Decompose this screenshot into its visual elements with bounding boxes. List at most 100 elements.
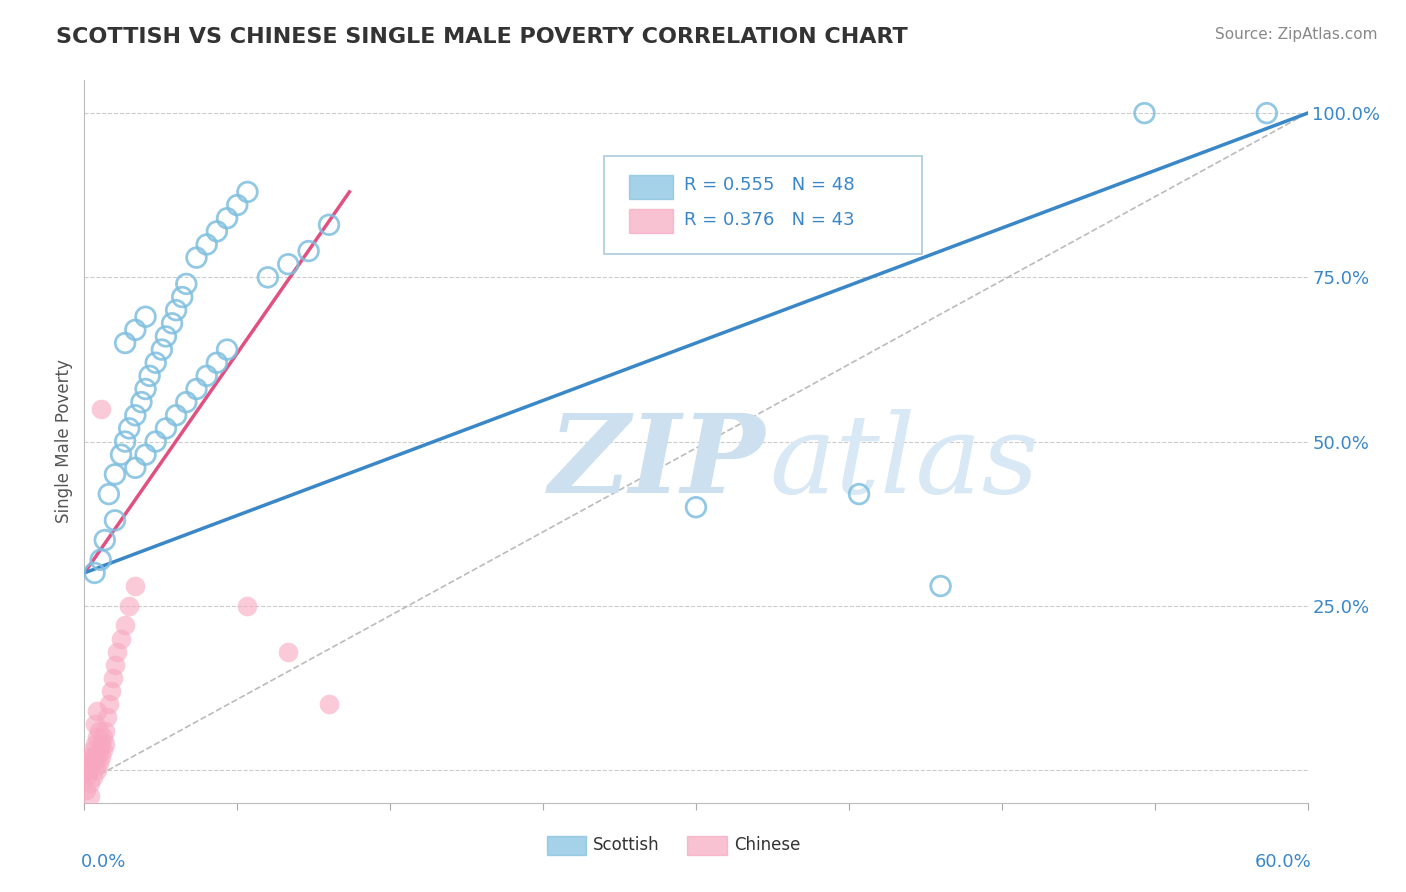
Point [83,717,105,731]
FancyBboxPatch shape [628,209,672,234]
Point [236,185,259,199]
Point [93,723,115,738]
Point [124,409,146,423]
Point [195,368,218,383]
Point [217,343,239,357]
Point [114,434,136,449]
Point [93,533,115,547]
Point [104,513,127,527]
Point [165,303,187,318]
Point [155,329,177,343]
Point [104,657,127,672]
Point [848,487,870,501]
Point [87,756,110,771]
Text: 60.0%: 60.0% [1254,854,1312,871]
Point [104,467,127,482]
Point [174,395,197,409]
Text: Chinese: Chinese [734,837,800,855]
Point [79,776,101,790]
Text: atlas: atlas [769,409,1039,517]
Point [186,382,208,396]
Point [277,257,299,271]
Point [205,356,228,370]
Point [1133,106,1156,120]
Point [160,316,183,330]
Point [77,756,100,771]
Point [77,749,100,764]
Point [277,645,299,659]
Point [257,270,280,285]
Point [110,632,132,646]
Point [124,460,146,475]
Text: ZIP: ZIP [550,409,766,517]
Point [82,749,104,764]
Point [87,743,110,757]
Point [77,763,100,777]
Text: SCOTTISH VS CHINESE SINGLE MALE POVERTY CORRELATION CHART: SCOTTISH VS CHINESE SINGLE MALE POVERTY … [56,27,908,46]
Point [318,218,340,232]
Point [685,500,707,515]
Point [97,698,120,712]
Point [124,579,146,593]
Point [145,434,167,449]
FancyBboxPatch shape [547,836,586,855]
Point [165,409,187,423]
Point [195,237,218,252]
Point [1256,106,1278,120]
Point [91,730,114,744]
Point [90,401,112,416]
Point [83,566,105,580]
Point [236,599,259,613]
Text: Source: ZipAtlas.com: Source: ZipAtlas.com [1215,27,1378,42]
Point [91,743,114,757]
FancyBboxPatch shape [605,156,922,253]
Point [97,487,120,501]
Point [114,618,136,632]
Point [90,553,112,567]
Text: R = 0.376   N = 43: R = 0.376 N = 43 [683,211,855,228]
Point [298,244,321,258]
Point [135,382,157,396]
Point [929,579,952,593]
Point [155,421,177,435]
Point [83,756,105,771]
Point [318,698,340,712]
Point [82,743,104,757]
Point [118,421,141,435]
Point [86,763,108,777]
Point [135,310,157,324]
Point [86,730,108,744]
Point [100,684,122,698]
Point [110,448,132,462]
Point [90,749,112,764]
Point [83,737,105,751]
FancyBboxPatch shape [628,175,672,200]
Point [217,211,239,226]
Point [205,224,228,238]
Point [93,737,115,751]
Point [96,710,118,724]
Point [186,251,208,265]
Point [86,704,108,718]
Point [138,368,160,383]
Point [131,395,153,409]
Point [75,770,97,784]
Text: 0.0%: 0.0% [80,854,127,871]
Point [114,336,136,351]
Point [150,343,173,357]
Point [82,770,104,784]
Point [75,782,97,797]
Point [79,756,101,771]
Text: R = 0.555   N = 48: R = 0.555 N = 48 [683,176,855,194]
Point [174,277,197,291]
Point [79,789,101,804]
Point [118,599,141,613]
Y-axis label: Single Male Poverty: Single Male Poverty [55,359,73,524]
Point [172,290,194,304]
Text: Scottish: Scottish [593,837,659,855]
Point [135,448,157,462]
Point [226,198,249,212]
Point [83,749,105,764]
Point [79,763,101,777]
Point [90,737,112,751]
